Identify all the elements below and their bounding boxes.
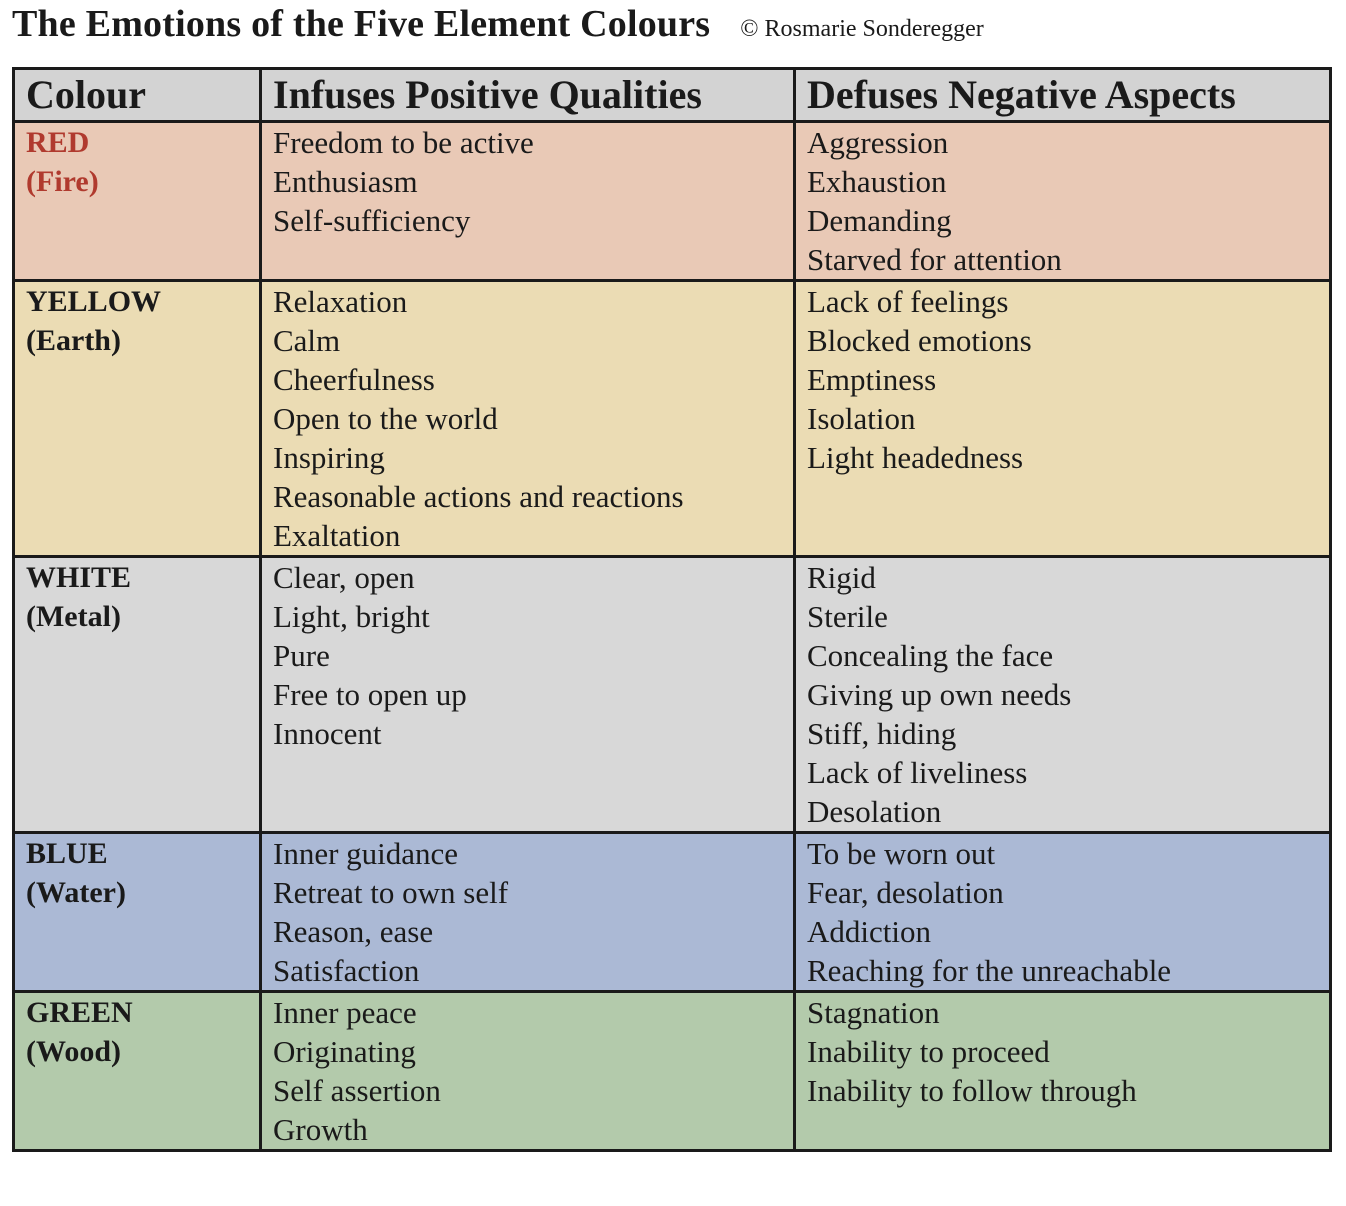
positive-item: Growth [273,1112,368,1147]
header-colour: Colour [12,67,262,123]
negative-item: Emptiness [807,362,937,397]
negative-item: To be worn out [807,836,996,871]
header-negative: Defuses Negative Aspects [793,67,1332,123]
header-row: Colour Infuses Positive Qualities Defuse… [12,67,1332,123]
positive-item: Freedom to be active [273,125,534,160]
negative-item: Addiction [807,914,931,949]
negative-item: Reaching for the unreachable [807,953,1172,988]
positive-item: Calm [273,323,341,358]
negative-item: Desolation [807,794,942,829]
element-name: (Fire) [26,165,99,198]
colour-name: GREEN [26,996,133,1029]
positive-item: Enthusiasm [273,164,418,199]
element-name: (Water) [26,876,126,909]
negative-cell: Rigid Sterile Concealing the face Giving… [793,555,1332,834]
positive-item: Light, bright [273,599,430,634]
negative-item: Sterile [807,599,888,634]
colour-cell: GREEN (Wood) [12,990,262,1152]
negative-item: Rigid [807,560,876,595]
emotions-table: Colour Infuses Positive Qualities Defuse… [12,67,1332,1152]
negative-cell: To be worn out Fear, desolation Addictio… [793,831,1332,993]
page-title: The Emotions of the Five Element Colours [12,3,711,45]
negative-item: Isolation [807,401,916,436]
positive-item: Originating [273,1034,416,1069]
positive-item: Innocent [273,716,382,751]
negative-item: Starved for attention [807,242,1062,277]
negative-item: Demanding [807,203,952,238]
copyright-credit: © Rosmarie Sonderegger [740,16,984,42]
element-name: (Metal) [26,600,121,633]
negative-item: Light headedness [807,440,1024,475]
colour-name: YELLOW [26,285,162,318]
negative-item: Lack of liveliness [807,755,1028,790]
positive-item: Inner guidance [273,836,459,871]
colour-name: BLUE [26,837,108,870]
positive-cell: Relaxation Calm Cheerfulness Open to the… [259,279,796,558]
negative-item: Stiff, hiding [807,716,957,751]
negative-cell: Lack of feelings Blocked emotions Emptin… [793,279,1332,558]
table-row-white: WHITE (Metal) Clear, open Light, bright … [12,555,1332,834]
positive-item: Satisfaction [273,953,420,988]
positive-item: Self-sufficiency [273,203,471,238]
negative-item: Lack of feelings [807,284,1009,319]
positive-item: Cheerfulness [273,362,435,397]
positive-cell: Freedom to be active Enthusiasm Self-suf… [259,120,796,282]
table-row-yellow: YELLOW (Earth) Relaxation Calm Cheerfuln… [12,279,1332,558]
negative-item: Blocked emotions [807,323,1032,358]
table-row-blue: BLUE (Water) Inner guidance Retreat to o… [12,831,1332,993]
colour-cell: RED (Fire) [12,120,262,282]
positive-item: Reasonable actions and reactions [273,479,684,514]
negative-item: Aggression [807,125,949,160]
colour-name: WHITE [26,561,132,594]
negative-item: Stagnation [807,995,940,1030]
element-name: (Wood) [26,1035,122,1068]
table-row-red: RED (Fire) Freedom to be active Enthusia… [12,120,1332,282]
positive-item: Open to the world [273,401,498,436]
negative-item: Exhaustion [807,164,947,199]
negative-item: Inability to follow through [807,1073,1137,1108]
colour-name: RED [26,126,90,159]
positive-item: Reason, ease [273,914,434,949]
title-bar: The Emotions of the Five Element Colours… [12,2,984,48]
positive-item: Clear, open [273,560,415,595]
positive-item: Free to open up [273,677,467,712]
positive-item: Inspiring [273,440,385,475]
negative-item: Giving up own needs [807,677,1072,712]
positive-cell: Inner peace Originating Self assertion G… [259,990,796,1152]
positive-item: Exaltation [273,518,401,553]
positive-cell: Clear, open Light, bright Pure Free to o… [259,555,796,834]
positive-item: Self assertion [273,1073,441,1108]
positive-item: Inner peace [273,995,417,1030]
negative-item: Concealing the face [807,638,1054,673]
positive-item: Pure [273,638,330,673]
colour-cell: YELLOW (Earth) [12,279,262,558]
positive-item: Relaxation [273,284,408,319]
negative-item: Fear, desolation [807,875,1004,910]
colour-cell: WHITE (Metal) [12,555,262,834]
positive-item: Retreat to own self [273,875,509,910]
negative-item: Inability to proceed [807,1034,1050,1069]
colour-cell: BLUE (Water) [12,831,262,993]
negative-cell: Stagnation Inability to proceed Inabilit… [793,990,1332,1152]
element-name: (Earth) [26,324,121,357]
table-row-green: GREEN (Wood) Inner peace Originating Sel… [12,990,1332,1152]
header-positive: Infuses Positive Qualities [259,67,796,123]
positive-cell: Inner guidance Retreat to own self Reaso… [259,831,796,993]
negative-cell: Aggression Exhaustion Demanding Starved … [793,120,1332,282]
